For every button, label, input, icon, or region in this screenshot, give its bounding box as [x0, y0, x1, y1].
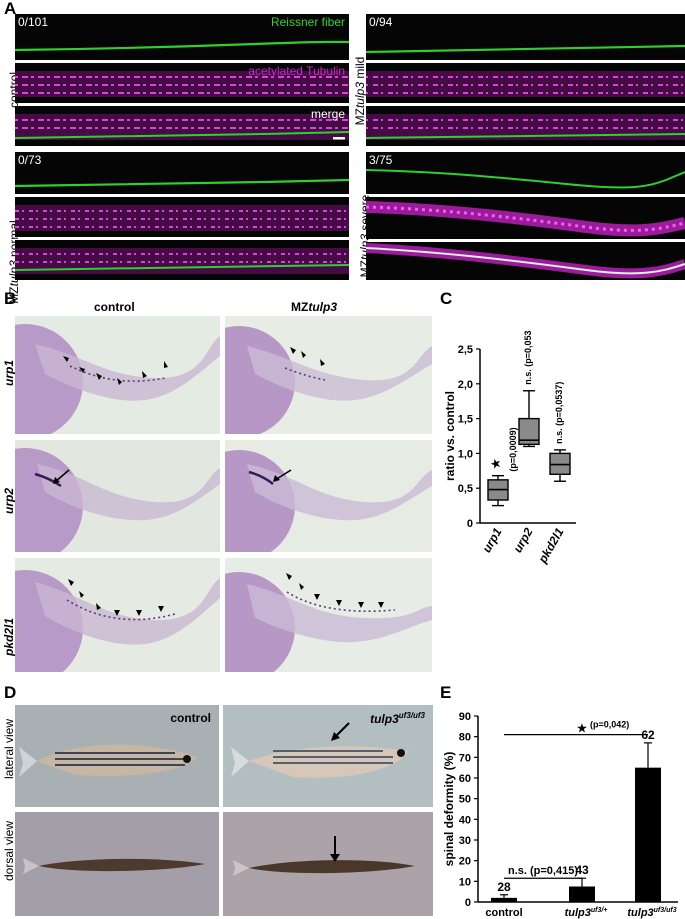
col-title-control: control — [94, 300, 135, 314]
x-tick-label: tulp3uf3/+ — [565, 907, 608, 919]
image-mz-urp1 — [225, 316, 432, 434]
strip-control-merge: merge — [15, 106, 349, 146]
p-annotation: n.s. (p=0,0533) — [523, 330, 533, 385]
panel-label-a: A — [4, 0, 17, 18]
image-control-lateral: control — [15, 705, 219, 807]
image-mutant-lateral: tulp3uf3/uf3 — [223, 705, 433, 807]
strip-control-magenta: acetylated Tubulin — [15, 63, 349, 103]
y-tick-label: 1,5 — [458, 414, 473, 426]
bar-chart: 0 10 20 30 40 50 60 70 80 90 spinal deformity (%) 2… — [442, 711, 678, 919]
panel-label-b: B — [4, 289, 17, 308]
strip-control-green: 0/101 Reissner fiber — [15, 14, 349, 60]
y-tick-label: 60 — [459, 773, 471, 785]
y-axis-label: ratio vs. control — [443, 391, 457, 481]
strip-normal-magenta — [15, 197, 349, 237]
gene-label-urp1: urp1 — [2, 359, 17, 387]
count-severe: 3/75 — [369, 153, 393, 167]
strip-severe-merge — [366, 242, 685, 280]
y-axis-label: spinal deformity (%) — [442, 752, 456, 867]
p-annotation: n.s. (p=0,0537) — [554, 382, 564, 444]
y-tick-label: 80 — [459, 732, 471, 744]
x-tick-label: control — [485, 907, 522, 919]
title-mutant-d: tulp3uf3/uf3 — [370, 711, 425, 726]
y-tick-label: 2,5 — [458, 344, 473, 356]
n-label: 28 — [497, 880, 511, 894]
y-tick-label: 90 — [459, 711, 471, 723]
strip-severe-magenta — [366, 197, 685, 239]
side-label-mild: MZtulp3 mild — [353, 56, 367, 126]
strip-normal-merge — [15, 240, 349, 280]
channel-tubulin: acetylated Tubulin — [248, 64, 345, 78]
y-tick-label: 40 — [459, 814, 471, 826]
sig-star: ★ — [576, 721, 588, 736]
image-mz-pkd2l1 — [225, 558, 432, 672]
y-tick-label: 0 — [465, 897, 471, 909]
y-tick-label: 10 — [459, 876, 471, 888]
bar-2 — [635, 767, 661, 902]
title-control-d: control — [170, 711, 211, 725]
col-title-mz: MZtulp3 — [291, 300, 337, 314]
count-mild: 0/94 — [369, 15, 393, 29]
view-label-dorsal: dorsal view — [2, 820, 16, 882]
x-tick-label: urp1 — [479, 525, 504, 555]
boxplot-chart: 0 0,5 1,0 1,5 2,0 2,5 ratio vs. control ★ (p=0,0… — [443, 330, 576, 566]
y-tick-label: 30 — [459, 835, 471, 847]
x-tick-label: pkd2l1 — [535, 525, 567, 566]
view-label-lateral: lateral view — [2, 718, 16, 780]
image-control-urp1 — [15, 316, 220, 434]
p-annotation: (p=0,0009) — [508, 427, 518, 471]
gene-label-urp2: urp2 — [2, 487, 17, 515]
y-tick-label: 50 — [459, 794, 471, 806]
image-mz-urp2 — [225, 440, 432, 552]
count-control: 0/101 — [18, 15, 49, 29]
sig-marker: ★ — [488, 458, 503, 470]
n-label: 62 — [641, 728, 655, 742]
gene-label-pkd2l1: pkd2l1 — [2, 617, 17, 657]
y-tick-label: 20 — [459, 856, 471, 868]
channel-reissner: Reissner fiber — [270, 15, 345, 29]
box-urp2 — [518, 417, 540, 446]
y-tick-label: 0 — [467, 518, 473, 530]
channel-merge: merge — [310, 107, 345, 121]
ns-label: n.s. (p=0,415) — [508, 865, 578, 877]
count-normal: 0/73 — [18, 153, 42, 167]
strip-mild-merge — [366, 106, 685, 146]
image-mutant-dorsal — [223, 812, 433, 916]
strip-severe-green: 3/75 — [366, 152, 685, 194]
panel-label-e: E — [440, 683, 452, 702]
image-control-urp2 — [15, 440, 220, 552]
sig-p-label: (p=0,042) — [590, 720, 629, 730]
strip-mild-magenta — [366, 63, 685, 103]
strip-mild-green: 0/94 — [366, 14, 685, 60]
x-tick-label: urp2 — [510, 525, 535, 555]
bar-1 — [569, 886, 595, 902]
panel-label-c: C — [440, 289, 453, 308]
y-tick-label: 2,0 — [458, 379, 473, 391]
panel-label-d: D — [4, 683, 17, 702]
bar-0 — [491, 897, 517, 902]
y-tick-label: 70 — [459, 752, 471, 764]
y-tick-label: 1,0 — [458, 448, 473, 460]
image-control-dorsal — [15, 812, 219, 916]
image-control-pkd2l1 — [15, 558, 220, 672]
strip-normal-green: 0/73 — [15, 152, 349, 194]
y-tick-label: 0,5 — [458, 483, 473, 495]
n-label: 43 — [575, 863, 589, 877]
x-tick-label: tulp3uf3/uf3 — [627, 907, 676, 919]
